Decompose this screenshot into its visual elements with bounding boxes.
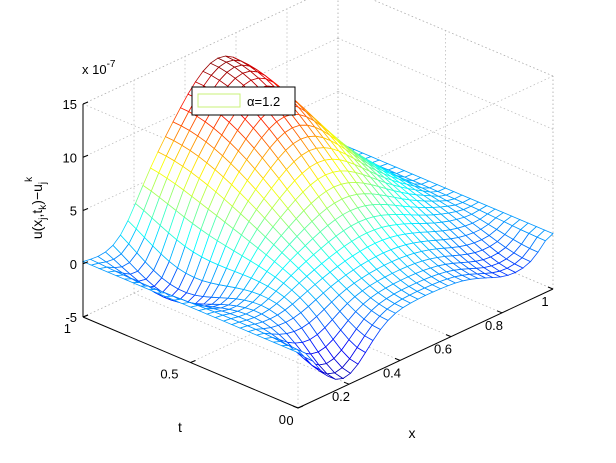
x-tick (547, 286, 554, 290)
exponent-label: x 10-7 (82, 59, 116, 77)
grid-line (372, 0, 554, 77)
x-tick (445, 334, 452, 338)
z-tick-label: 15 (63, 97, 77, 112)
grid-line (337, 37, 554, 130)
z-axis-label: u(xj,tk)−ujk (24, 176, 49, 239)
x-axis-line (297, 288, 554, 409)
z-tick-label: 5 (70, 204, 77, 219)
legend: α=1.2 (191, 86, 296, 116)
z-tick-label: 10 (63, 150, 77, 165)
x-tick-label: 0 (286, 413, 293, 428)
x-tick (394, 357, 401, 361)
z-tick-label: -5 (65, 310, 77, 325)
z-tick-label: 0 (70, 257, 77, 272)
y-tick-label: 0 (279, 412, 286, 427)
x-tick-label: 1 (541, 294, 548, 309)
x-tick-label: 0.8 (485, 318, 503, 333)
z-tick (82, 208, 89, 211)
z-tick (82, 101, 89, 105)
surface-cell (536, 229, 554, 242)
z-tick (82, 261, 89, 265)
y-tick-label: 0.5 (160, 367, 178, 382)
z-tick (82, 154, 89, 158)
x-tick (343, 381, 350, 385)
grid-line (82, 0, 307, 105)
y-tick (297, 405, 304, 409)
axes (82, 101, 554, 409)
error-surface (81, 55, 554, 380)
y-tick-label: 1 (64, 321, 71, 336)
x-axis-label: x (409, 425, 416, 441)
x-tick-label: 0.4 (383, 365, 401, 380)
z-tick (82, 314, 89, 318)
x-tick-label: 0.2 (332, 389, 350, 404)
legend-label: α=1.2 (247, 94, 280, 109)
grid-line (297, 75, 554, 196)
legend-swatch (197, 93, 241, 108)
y-axis-label: t (178, 419, 182, 435)
y-tick (190, 360, 196, 363)
x-tick-label: 0.6 (434, 342, 452, 357)
svg-text:u(xj,tk)−ujk: u(xj,tk)−ujk (24, 176, 49, 239)
grid-line (337, 91, 554, 183)
x-tick (496, 310, 503, 314)
x-tick (292, 405, 299, 409)
